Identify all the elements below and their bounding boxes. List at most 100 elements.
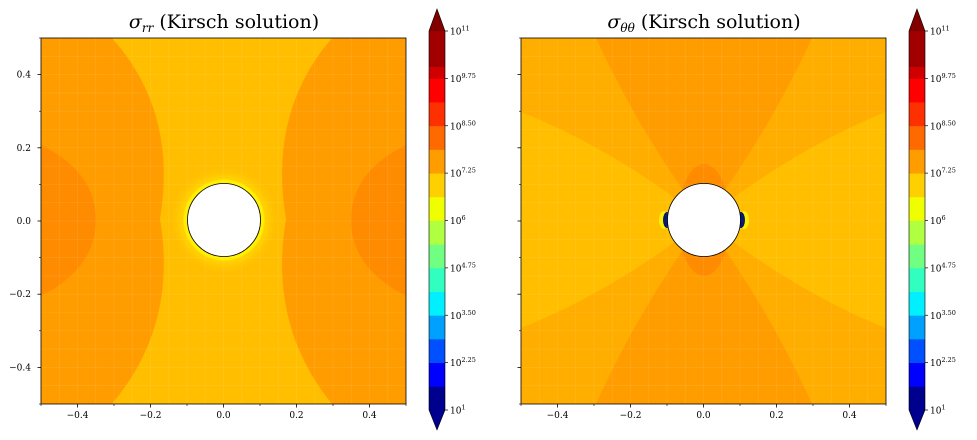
colorbar-tick-label: 104.75 [930, 261, 956, 274]
colorbar-band [909, 196, 925, 210]
x-tick-label: 0.2 [289, 411, 303, 421]
x-tick-label: −0.4 [547, 411, 569, 421]
colorbar-tick-label: 101 [930, 404, 946, 417]
colorbar-band [909, 31, 925, 44]
colorbar-extend-max [909, 9, 925, 31]
hole-sigma-rr [187, 183, 261, 257]
title-sigma-rr: σrr (Kirsch solution) [129, 11, 319, 35]
x-tick-label: −0.2 [620, 411, 642, 421]
colorbar-band [429, 90, 445, 103]
colorbar-tick-label: 107.25 [930, 167, 956, 180]
colorbar-extend-max [429, 9, 445, 31]
x-tick-label: 0.4 [362, 411, 377, 421]
colorbar-right: 1011 109.75 108.50 107.25 106 104.75 103.50 102… [908, 8, 956, 431]
colorbar-tick-label: 1011 [450, 25, 470, 38]
colorbar-band [429, 303, 445, 316]
colorbar-band [429, 232, 445, 245]
y-tick-label: −0.2 [9, 290, 31, 300]
colorbar-tick-label: 102.25 [930, 356, 956, 369]
colorbar-band [909, 398, 925, 411]
colorbar-band [429, 208, 445, 221]
colorbar-tick-label: 107.25 [450, 167, 476, 180]
colorbar-band [429, 350, 445, 364]
colorbar-band [909, 149, 925, 162]
colorbar-band [909, 386, 925, 399]
title-sigma-tt: σθθ (Kirsch solution) [607, 11, 800, 35]
colorbar-band [429, 113, 445, 127]
colorbar-tick-label: 109.75 [930, 72, 956, 85]
colorbar-band [429, 184, 445, 198]
colorbar-band [909, 267, 925, 281]
colorbar-tick-label: 102.25 [450, 356, 476, 369]
colorbar-band [429, 102, 445, 115]
grid-sigma-rr [40, 37, 407, 405]
colorbar-band [429, 327, 445, 340]
colorbar-tick-label: 104.75 [450, 261, 476, 274]
colorbar-band [909, 338, 925, 352]
colorbar-band [909, 232, 925, 245]
colorbar-band [909, 291, 925, 304]
colorbar-band [909, 256, 925, 269]
colorbar-band [909, 54, 925, 67]
colorbar-band [909, 374, 925, 387]
colorbar-tick-label: 103.50 [450, 309, 476, 322]
colorbar-band [909, 161, 925, 174]
colorbar-tick-label: 1011 [930, 25, 950, 38]
colorbar-band [429, 31, 445, 44]
colorbar-band [429, 137, 445, 150]
colorbar-band [909, 208, 925, 221]
plot-sigma-rr: σrr (Kirsch solution) −0.4 −0.2 0.0 0.2 0.4 −… [9, 11, 407, 421]
colorbar-tick-label: 108.50 [450, 119, 476, 132]
y-tick-label: −0.4 [9, 363, 31, 373]
colorbar-band [909, 327, 925, 340]
colorbar-band [909, 137, 925, 150]
colorbar-band [429, 315, 445, 328]
colorbar-band [429, 244, 445, 257]
colorbar-tick-label: 109.75 [450, 72, 476, 85]
x-tick-label: 0.0 [696, 411, 711, 421]
y-tick-label: 0.0 [17, 217, 32, 227]
ticks-sigma-tt: −0.4 −0.2 0.0 0.2 0.4 [517, 37, 887, 421]
y-tick-label: 0.4 [17, 71, 32, 81]
colorbar-tick-label: 108.50 [930, 119, 956, 132]
colorbar-band [429, 256, 445, 269]
x-tick-label: 0.0 [216, 411, 231, 421]
x-tick-label: −0.2 [140, 411, 162, 421]
colorbar-band [429, 54, 445, 67]
colorbar-band [429, 362, 445, 375]
colorbar-band [909, 279, 925, 292]
colorbar-band [429, 386, 445, 399]
colorbar-band [909, 90, 925, 103]
colorbar-band [429, 161, 445, 174]
colorbar-band [429, 398, 445, 411]
colorbar-band [429, 149, 445, 162]
colorbar-band [909, 113, 925, 127]
colorbar-band [909, 102, 925, 115]
colorbar-band [909, 244, 925, 257]
colorbar-band [909, 184, 925, 198]
colorbar-band [429, 338, 445, 352]
hole-sigma-tt [667, 183, 741, 257]
colorbar-band [909, 350, 925, 364]
colorbar-band [909, 66, 925, 79]
colorbar-band [429, 78, 445, 91]
colorbar-band [909, 303, 925, 316]
colorbar-band [429, 196, 445, 210]
colorbar-tick-label: 103.50 [930, 309, 956, 322]
colorbar-band [909, 173, 925, 186]
x-tick-label: 0.4 [842, 411, 857, 421]
colorbar-band [909, 315, 925, 328]
colorbar-tick-label: 106 [930, 214, 946, 227]
colorbar-band [429, 291, 445, 304]
colorbar-band [429, 42, 445, 56]
colorbar-band [909, 220, 925, 233]
x-tick-label: −0.4 [67, 411, 89, 421]
colorbar-band [909, 362, 925, 375]
plot-sigma-tt: σθθ (Kirsch solution) −0.4 −0.2 0.0 0.2 0.4 [517, 11, 887, 421]
colorbar-band [909, 125, 925, 138]
colorbar-band [429, 173, 445, 186]
colorbar-extend-min [429, 410, 445, 430]
colorbar-band [429, 66, 445, 79]
colorbar-band [909, 78, 925, 91]
